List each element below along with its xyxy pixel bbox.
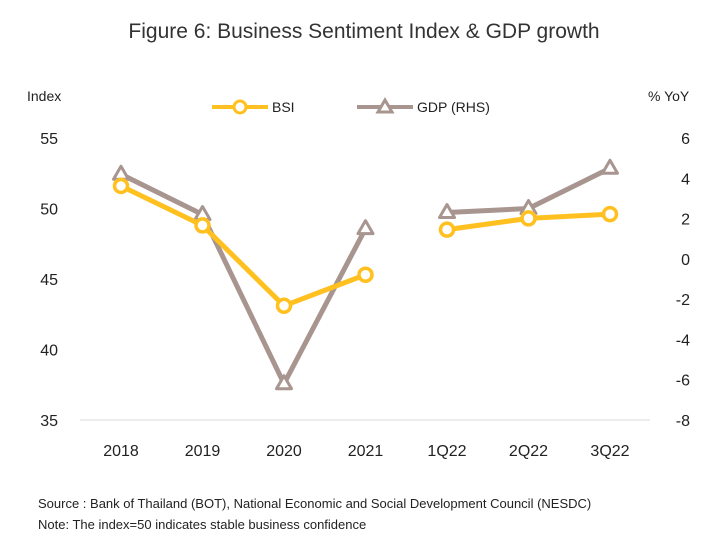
legend: BSI GDP (RHS) xyxy=(212,97,490,115)
x-tick-label: 2020 xyxy=(266,443,302,460)
left-tick-label: 40 xyxy=(40,343,58,360)
bsi-point xyxy=(275,297,293,315)
index-note: Note: The index=50 indicates stable busi… xyxy=(38,517,367,532)
right-axis-ticks: 6 4 2 0 -2 -4 -6 -8 xyxy=(676,131,690,430)
right-tick-label: 0 xyxy=(681,252,690,269)
left-axis-label: Index xyxy=(27,88,61,104)
right-tick-label: -8 xyxy=(676,413,690,430)
gdp-point xyxy=(438,203,456,220)
right-tick-label: 4 xyxy=(681,171,690,188)
bsi-point xyxy=(520,210,537,227)
legend-label-gdp: GDP (RHS) xyxy=(417,99,490,115)
gdp-point xyxy=(356,219,375,236)
series-line-gdp xyxy=(119,172,368,387)
legend-marker-gdp xyxy=(375,97,395,114)
right-tick-label: 6 xyxy=(681,131,690,148)
gdp-point xyxy=(112,164,130,181)
right-tick-label: -2 xyxy=(676,292,690,309)
chart-canvas: Figure 6: Business Sentiment Index & GDP… xyxy=(27,20,690,460)
right-tick-label: -4 xyxy=(676,332,690,349)
bsi-point xyxy=(194,217,211,234)
bsi-point xyxy=(357,266,374,284)
x-tick-label: 2018 xyxy=(103,443,139,460)
right-tick-label: 2 xyxy=(681,212,690,229)
gdp-point xyxy=(275,374,293,391)
source-note: Source : Bank of Thailand (BOT), Nationa… xyxy=(38,496,592,511)
bsi-point xyxy=(438,221,456,238)
right-axis-label: % YoY xyxy=(648,88,690,104)
left-tick-label: 45 xyxy=(40,272,58,289)
x-tick-label: 2Q22 xyxy=(509,443,548,460)
legend-label-bsi: BSI xyxy=(272,99,295,115)
series-line-bsi xyxy=(119,183,367,309)
gdp-point xyxy=(601,158,619,175)
left-tick-label: 50 xyxy=(40,202,58,219)
right-tick-label: -6 xyxy=(676,373,690,390)
x-tick-label: 2021 xyxy=(348,443,384,460)
x-tick-label: 2019 xyxy=(185,443,221,460)
x-tick-label: 3Q22 xyxy=(590,443,629,460)
bsi-point xyxy=(601,205,619,223)
legend-marker-bsi xyxy=(232,99,248,115)
chart-title: Figure 6: Business Sentiment Index & GDP… xyxy=(128,20,599,43)
left-axis-ticks: 55 50 45 40 35 xyxy=(40,131,58,430)
left-tick-label: 55 xyxy=(40,131,58,148)
left-tick-label: 35 xyxy=(40,413,58,430)
bsi-point xyxy=(112,177,130,195)
x-axis-ticks: 2018 2019 2020 2021 1Q22 2Q22 3Q22 xyxy=(103,443,629,460)
series-layer xyxy=(112,158,619,391)
x-tick-label: 1Q22 xyxy=(427,443,466,460)
